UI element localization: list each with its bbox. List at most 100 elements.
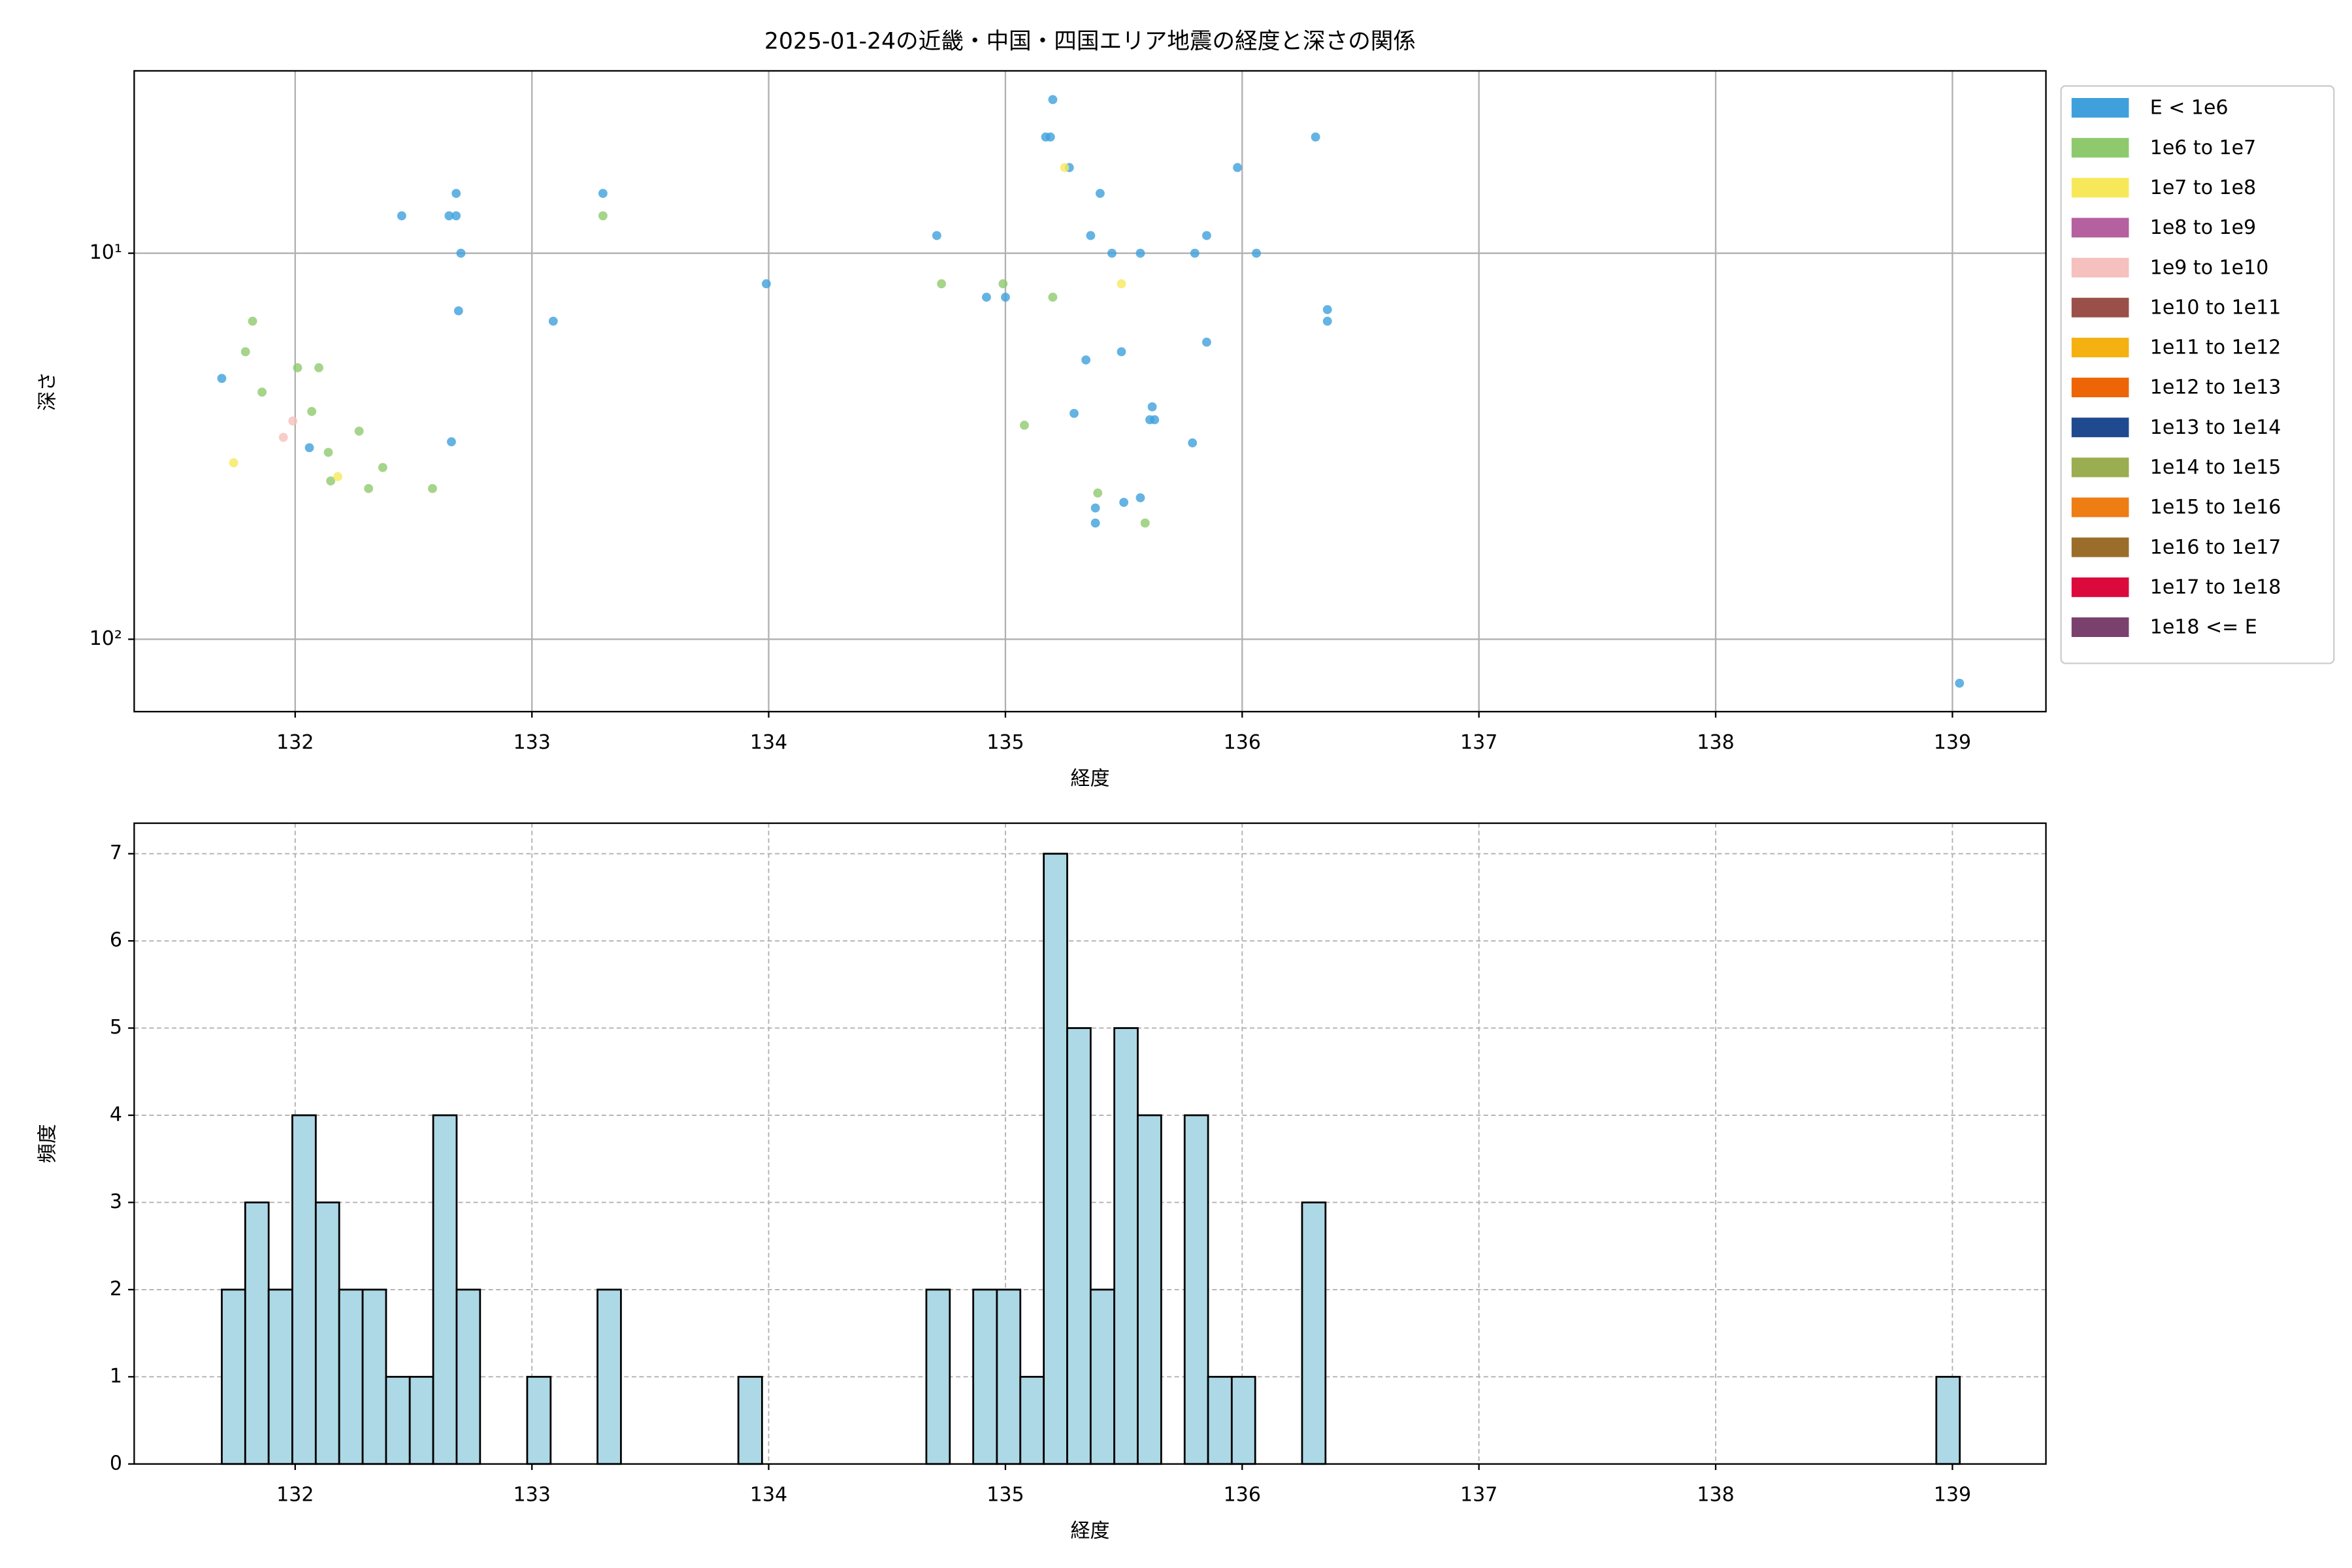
legend-swatch	[2071, 617, 2129, 637]
histogram-bar	[1019, 1375, 1045, 1465]
data-point	[1202, 337, 1211, 347]
x-tick-label: 136	[1224, 731, 1261, 754]
histogram-bar	[1089, 1288, 1115, 1465]
data-point	[248, 316, 257, 326]
x-tick-label: 137	[1460, 1484, 1497, 1507]
data-point	[1150, 415, 1160, 425]
data-point	[304, 443, 314, 453]
data-point	[1019, 420, 1029, 430]
histogram-bar	[1066, 1027, 1092, 1465]
data-point	[326, 476, 336, 486]
data-point	[1060, 163, 1070, 172]
x-tick-label: 133	[514, 1484, 551, 1507]
data-point	[240, 347, 250, 357]
histogram-bar	[244, 1201, 270, 1465]
x-tick-label: 135	[987, 731, 1024, 754]
histogram-bar	[408, 1375, 434, 1465]
x-tick-label: 137	[1460, 731, 1497, 754]
legend-label: 1e18 <= E	[2150, 616, 2257, 639]
legend-label: 1e9 to 1e10	[2150, 256, 2269, 279]
data-point	[314, 363, 323, 372]
data-point	[1955, 678, 1965, 688]
legend-label: 1e6 to 1e7	[2150, 137, 2256, 159]
legend-label: 1e10 to 1e11	[2150, 296, 2281, 319]
legend-label: 1e17 to 1e18	[2150, 576, 2281, 599]
x-axis-label: 経度	[1070, 768, 1109, 791]
legend-swatch	[2071, 297, 2129, 318]
x-tick-label: 133	[514, 731, 551, 754]
histogram-bar	[291, 1114, 317, 1465]
data-point	[982, 292, 991, 302]
histogram-bar	[432, 1114, 458, 1465]
data-point	[1311, 132, 1320, 142]
histogram-bar	[1043, 853, 1068, 1465]
histogram-bar	[361, 1288, 387, 1465]
histogram-bar	[996, 1288, 1022, 1465]
legend-frame	[2060, 85, 2335, 664]
data-point	[1252, 248, 1261, 258]
legend-swatch	[2071, 138, 2129, 158]
data-point	[447, 437, 456, 447]
data-point	[378, 463, 387, 472]
y-tick-label: 2	[110, 1277, 122, 1300]
plot-frame	[133, 70, 2047, 713]
histogram-bar	[737, 1375, 763, 1465]
data-point	[1107, 248, 1117, 258]
legend-label: 1e14 to 1e15	[2150, 456, 2281, 479]
legend-label: 1e7 to 1e8	[2150, 176, 2256, 199]
data-point	[1140, 518, 1150, 528]
data-point	[1119, 498, 1129, 507]
legend-swatch	[2071, 178, 2129, 198]
legend-swatch	[2071, 98, 2129, 118]
histogram-bar	[221, 1288, 246, 1465]
histogram-bar	[526, 1375, 552, 1465]
y-tick-label: 7	[110, 841, 122, 864]
data-point	[453, 306, 463, 316]
data-point	[288, 416, 298, 426]
histogram-bar	[338, 1288, 364, 1465]
data-point	[451, 189, 461, 198]
x-tick-label: 138	[1697, 731, 1734, 754]
data-point	[217, 374, 227, 384]
data-point	[548, 316, 558, 326]
y-tick-label: 10¹	[90, 241, 122, 264]
chart-title: 2025-01-24の近畿・中国・四国エリア地震の経度と深さの関係	[764, 29, 1416, 55]
histogram-bar	[1137, 1114, 1162, 1465]
data-point	[1093, 488, 1103, 498]
data-point	[1048, 292, 1058, 302]
histogram-bar	[925, 1288, 951, 1465]
legend-swatch	[2071, 257, 2129, 278]
data-point	[323, 448, 333, 457]
histogram-bar	[455, 1288, 482, 1465]
x-tick-label: 132	[276, 731, 314, 754]
legend-label: 1e8 to 1e9	[2150, 216, 2256, 239]
histogram-bar	[385, 1375, 411, 1465]
plot-frame	[133, 822, 2047, 1465]
legend-swatch	[2071, 417, 2129, 438]
legend-label: 1e16 to 1e17	[2150, 536, 2281, 559]
legend-swatch	[2071, 497, 2129, 517]
legend-label: 1e15 to 1e16	[2150, 496, 2281, 519]
x-tick-label: 138	[1697, 1484, 1734, 1507]
y-tick-label: 1	[110, 1365, 122, 1388]
legend: E < 1e6 1e6 to 1e7 1e7 to 1e8 1e8 to 1e9 1e9…	[2060, 85, 2335, 664]
data-point	[1233, 163, 1242, 172]
data-point	[229, 458, 238, 468]
data-point	[1188, 438, 1198, 448]
x-tick-label: 139	[1934, 731, 1971, 754]
legend-swatch	[2071, 577, 2129, 597]
data-point	[598, 189, 608, 198]
data-point	[1190, 248, 1200, 258]
data-point	[1117, 347, 1126, 357]
histogram-bar	[1935, 1375, 1961, 1465]
data-point	[1090, 503, 1100, 513]
data-point	[1095, 189, 1105, 198]
histogram-bar	[1230, 1375, 1256, 1465]
x-tick-label: 134	[750, 731, 787, 754]
legend-label: 1e13 to 1e14	[2150, 416, 2281, 439]
legend-label: 1e12 to 1e13	[2150, 376, 2281, 399]
data-point	[1048, 95, 1058, 105]
y-tick-label: 5	[110, 1016, 122, 1039]
legend-swatch	[2071, 457, 2129, 478]
